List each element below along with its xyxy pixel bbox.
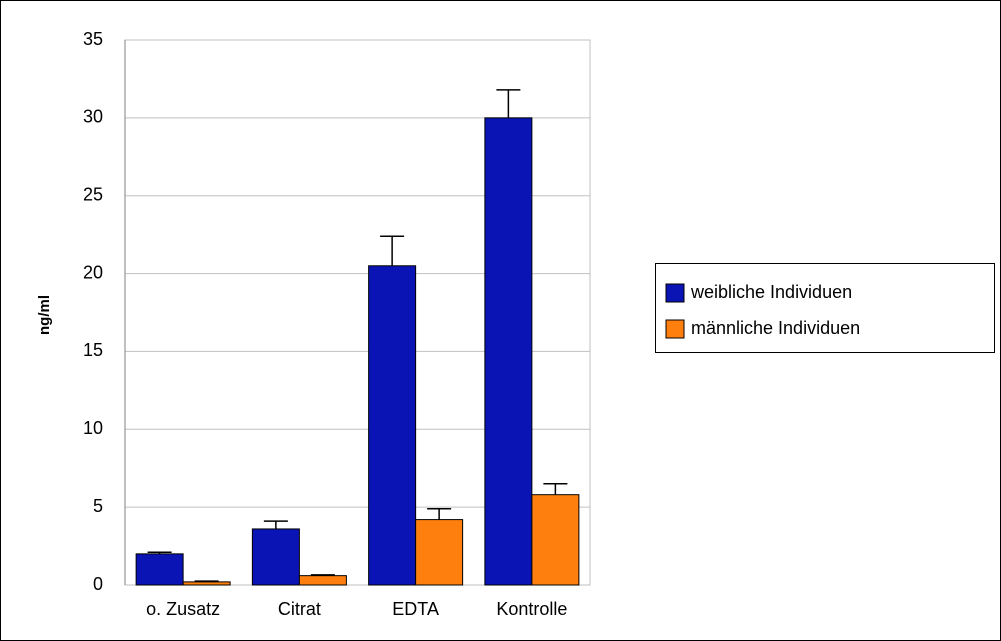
error-bar [427, 507, 452, 520]
x-tick-label: o. Zusatz [146, 599, 220, 619]
y-tick-label: 10 [83, 418, 103, 438]
error-bar [543, 483, 568, 495]
x-tick-label: Kontrolle [496, 599, 567, 619]
bar [251, 528, 300, 586]
error-bar [263, 520, 288, 529]
bar [368, 265, 417, 586]
y-axis-label: ng/ml [36, 295, 53, 335]
bar [531, 494, 580, 586]
error-bar [496, 89, 521, 118]
legend-swatch [665, 283, 685, 303]
legend-swatch [665, 319, 685, 339]
bar [415, 519, 464, 586]
y-tick-label: 35 [83, 29, 103, 49]
bar [298, 575, 347, 586]
error-bar [147, 551, 172, 554]
legend-label: männliche Individuen [691, 318, 860, 338]
error-bar [380, 235, 405, 266]
error-bar [194, 580, 219, 582]
bar [484, 117, 533, 586]
x-tick-label: Citrat [278, 599, 321, 619]
y-tick-label: 30 [83, 107, 103, 127]
bar [182, 581, 231, 586]
legend-label: weibliche Individuen [690, 282, 852, 302]
y-tick-label: 15 [83, 340, 103, 360]
y-tick-label: 0 [93, 574, 103, 594]
error-bar [310, 574, 335, 576]
bar [135, 553, 184, 586]
y-tick-label: 25 [83, 184, 103, 204]
y-tick-label: 5 [93, 496, 103, 516]
x-tick-label: EDTA [392, 599, 439, 619]
legend-box [655, 263, 995, 353]
y-tick-label: 20 [83, 262, 103, 282]
